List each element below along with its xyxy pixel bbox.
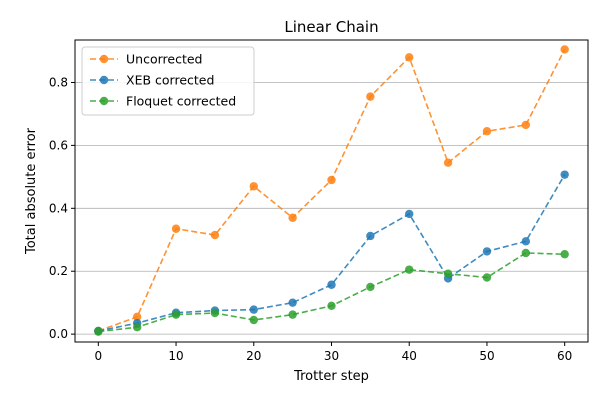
legend-marker — [99, 75, 109, 85]
x-tick-label: 20 — [246, 349, 261, 363]
data-point — [171, 224, 181, 233]
y-tick-label: 0.4 — [49, 201, 68, 215]
y-tick-label: 0.0 — [49, 327, 68, 341]
data-point — [405, 209, 414, 219]
data-point — [288, 213, 297, 222]
x-tick-label: 40 — [402, 349, 417, 363]
series-floquet-corrected — [94, 248, 569, 336]
data-point — [132, 312, 142, 322]
series-line — [98, 252, 565, 333]
x-tick-label: 30 — [324, 349, 339, 363]
data-point — [210, 230, 220, 240]
data-point — [366, 231, 375, 241]
x-axis-label: Trotter step — [293, 369, 369, 384]
legend-entry: Floquet corrected — [90, 94, 236, 109]
data-point — [327, 175, 336, 185]
data-point — [482, 247, 492, 256]
y-tick-label: 0.8 — [49, 75, 68, 89]
data-point — [482, 273, 492, 282]
y-axis-label: Total absolute error — [24, 127, 39, 255]
legend-label: XEB corrected — [126, 73, 214, 88]
legend-label: Uncorrected — [126, 52, 202, 67]
data-point — [249, 305, 258, 314]
legend-entry: Uncorrected — [90, 52, 202, 67]
chart-title: Linear Chain — [284, 18, 378, 36]
grid-lines — [75, 82, 588, 335]
y-tick-label: 0.2 — [49, 264, 68, 278]
data-point — [560, 170, 569, 179]
legend-marker — [99, 96, 109, 106]
data-point — [132, 323, 142, 332]
legend: Uncorrected XEB corrected Floquet correcte… — [81, 46, 255, 116]
data-point — [249, 182, 258, 191]
data-point — [327, 301, 336, 311]
data-point — [521, 120, 531, 130]
data-point — [288, 298, 297, 307]
data-point — [521, 237, 531, 246]
plot-frame — [74, 39, 589, 343]
legend-entry: XEB corrected — [90, 73, 214, 88]
series-uncorrected — [94, 45, 569, 336]
data-point — [327, 280, 336, 289]
x-tick-label: 50 — [479, 349, 494, 363]
data-point — [210, 308, 220, 318]
data-point — [443, 158, 453, 167]
data-point — [94, 327, 103, 336]
data-point — [482, 127, 492, 136]
data-point — [249, 315, 258, 325]
x-tick-label: 60 — [557, 349, 572, 363]
data-point — [443, 269, 453, 278]
x-tick-label: 10 — [168, 349, 183, 363]
data-point — [405, 53, 414, 62]
data-point — [366, 92, 375, 101]
data-point — [405, 265, 414, 274]
data-point — [366, 282, 375, 292]
axes-group: 0.0 0.2 0.4 0.6 0.8 0 10 20 30 40 50 60 — [49, 75, 572, 363]
x-tick-label: 0 — [94, 349, 102, 363]
data-point — [560, 45, 569, 54]
legend-marker — [99, 54, 109, 64]
data-point — [288, 310, 297, 319]
series-group — [94, 45, 569, 336]
legend-label: Floquet corrected — [126, 94, 236, 109]
y-tick-label: 0.6 — [49, 138, 68, 152]
data-point — [560, 250, 569, 259]
legend-box — [81, 46, 255, 116]
data-point — [521, 248, 531, 258]
data-point — [171, 310, 181, 319]
